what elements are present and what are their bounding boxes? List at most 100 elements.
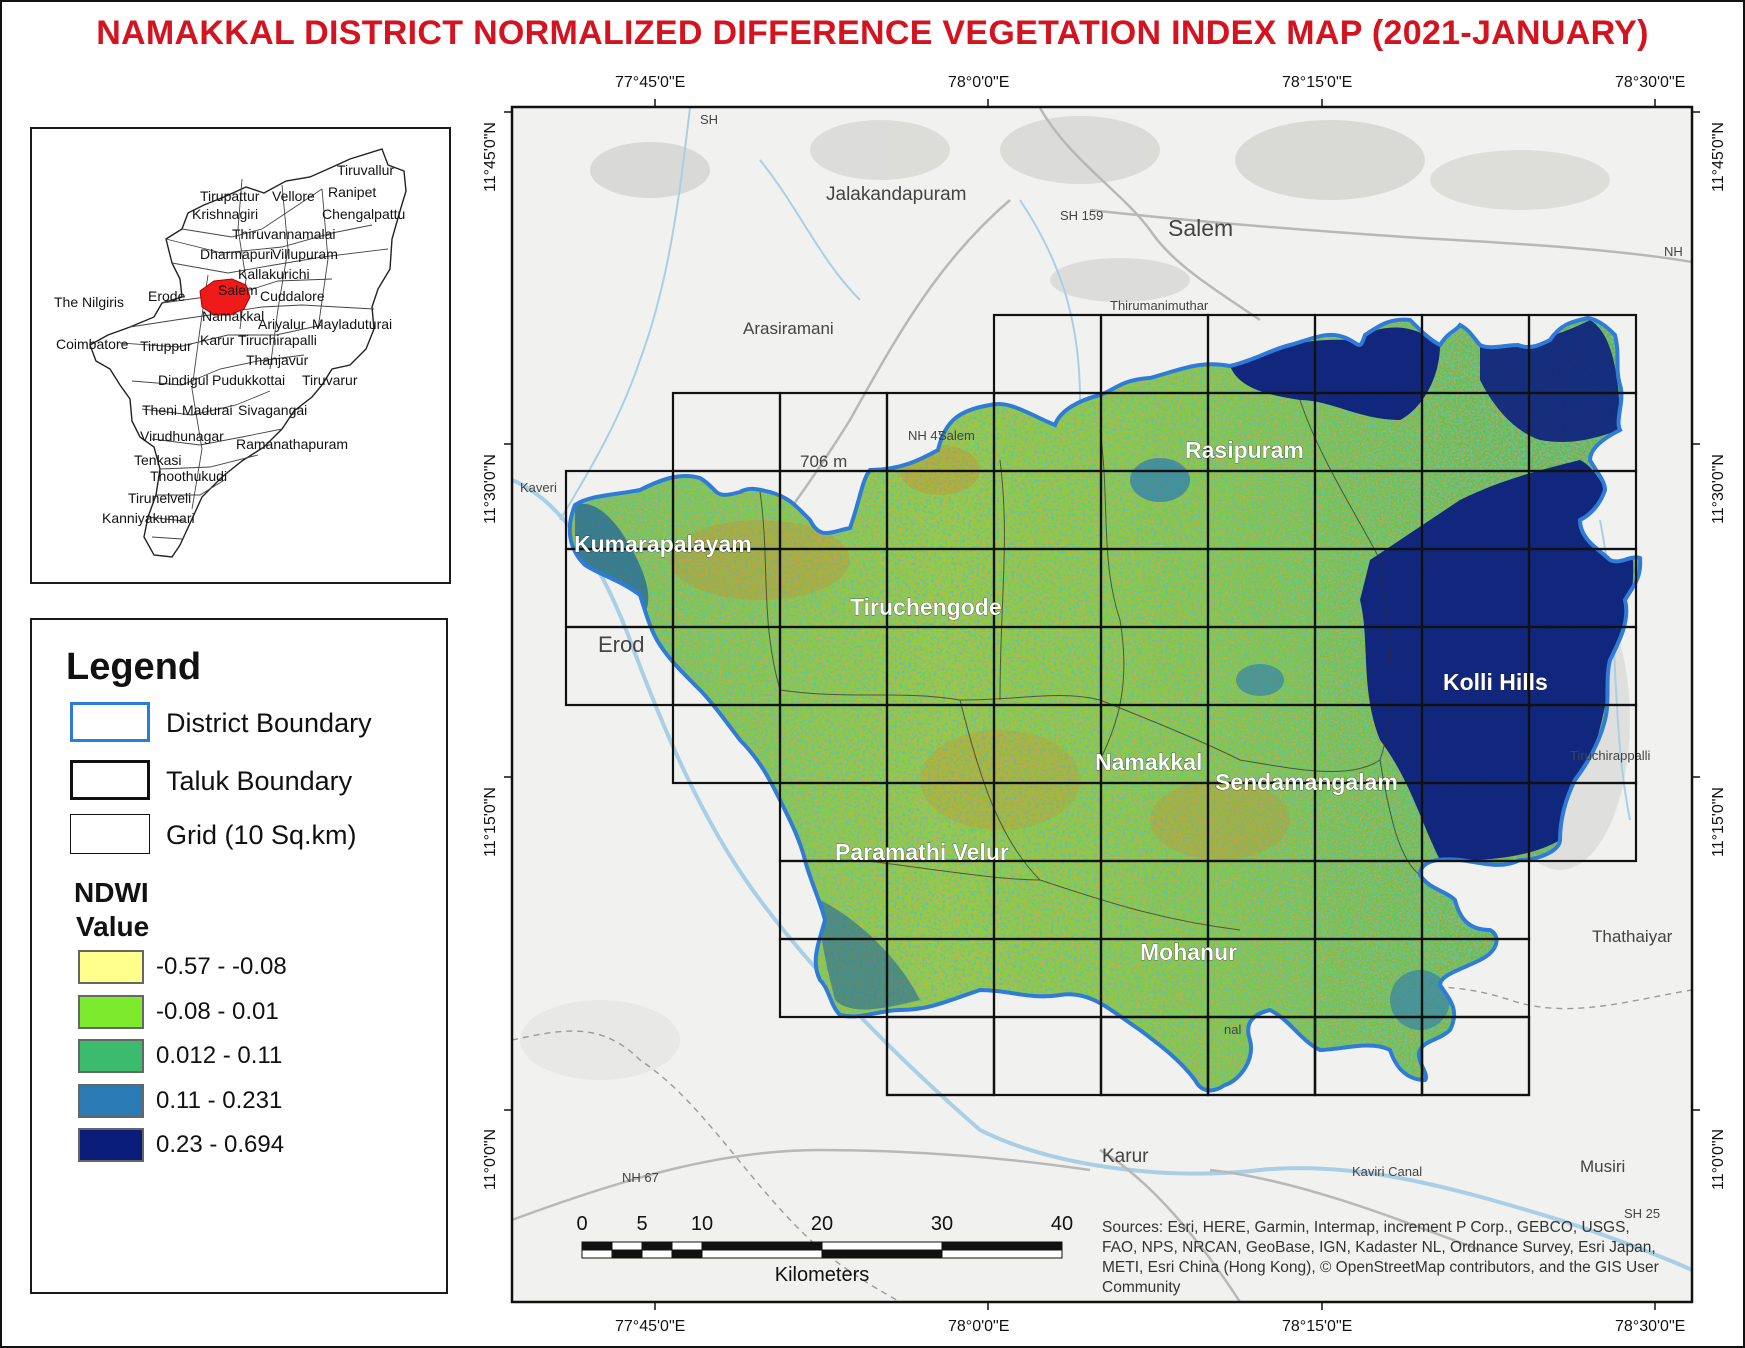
ndwi-swatch [78, 950, 144, 984]
basemap-label: Thirumanimuthar [1110, 298, 1209, 313]
inset-label: Tiruchirapalli [238, 332, 317, 348]
velur-blue-area [819, 900, 920, 1010]
bottom-longitude-label: 78°30'0"E [1615, 1318, 1686, 1335]
inset-label: Ramanathapuram [236, 436, 348, 452]
scale-segment [641, 1241, 673, 1251]
basemap-label: NH 47 [908, 428, 945, 443]
taluk-label: Kumarapalayam [574, 531, 752, 557]
district-boundary-symbol [70, 702, 150, 742]
ndwi-swatch [78, 994, 144, 1029]
basemap-label: SH [700, 112, 718, 127]
inset-label: Dindigul [158, 372, 209, 388]
ndwi-class-label: 0.012 - 0.11 [156, 1042, 283, 1069]
scale-tick-label: 10 [690, 1213, 714, 1235]
left-latitude-label: 11°45'0"N [482, 122, 499, 192]
ndwi-class-label: -0.08 - 0.01 [156, 997, 279, 1025]
scale-segment [701, 1241, 823, 1251]
inset-label: The Nilgiris [54, 294, 124, 310]
inset-label: Cuddalore [260, 288, 325, 304]
inset-label: Ariyalur [258, 316, 306, 332]
taluk-label: Paramathi Velur [835, 839, 1009, 865]
ndwi-swatch [78, 1039, 144, 1073]
blue-patch-2 [1236, 664, 1284, 696]
basemap-label: Kaveri [520, 480, 557, 495]
inset-map-frame: Tiruvallur Ranipet Tirupattur Vellore Chenga… [30, 127, 451, 584]
inset-label: Thiruvannamalai [232, 226, 336, 242]
bottom-longitude-label: 77°45'0"E [615, 1318, 686, 1335]
bottom-longitude-label: 78°0'0"E [948, 1318, 1010, 1335]
legend-panel: Legend District Boundary Taluk Boundary … [30, 618, 448, 1294]
scale-tick-label: 30 [930, 1213, 954, 1235]
ndwi-class-label: -0.57 - -0.08 [156, 953, 287, 980]
inset-label: Tenkasi [134, 452, 181, 468]
basemap-label: NH 67 [622, 1170, 659, 1185]
grid-cell [1527, 781, 1638, 863]
bottom-longitude-label: 78°15'0"E [1282, 1318, 1353, 1335]
basemap-label: SH 25 [1624, 1206, 1660, 1221]
inset-label: Ranipet [328, 184, 376, 200]
scale-tick-label: 5 [636, 1213, 648, 1235]
basemap-label: Thathaiyar [1592, 927, 1673, 946]
ndwi-swatch [78, 1083, 144, 1118]
inset-label: Theni [142, 402, 177, 418]
scale-segment [941, 1249, 1063, 1259]
inset-label: Virudhunagar [140, 428, 224, 444]
inset-label: Krishnagiri [192, 206, 258, 222]
inset-label: Thanjavur [246, 352, 309, 368]
scale-units-label: Kilometers [774, 1264, 870, 1286]
northeast-dark-area [1480, 320, 1620, 442]
grid-cell [1420, 1015, 1531, 1097]
taluk-label: Kolli Hills [1443, 669, 1548, 695]
scale-segment [611, 1241, 643, 1251]
inset-label: Tiruvarur [302, 372, 358, 388]
taluk-boundary-symbol [70, 760, 150, 800]
legend-title: Legend [66, 646, 202, 688]
inset-label: Kanniyakumari [102, 510, 195, 526]
top-longitude-label: 78°15'0"E [1282, 74, 1353, 91]
inset-label: Vellore [272, 188, 315, 204]
left-latitude-label: 11°0'0"N [482, 1128, 499, 1190]
scale-segment [611, 1249, 643, 1259]
grid-symbol [70, 814, 150, 854]
ndwi-swatch [78, 1128, 144, 1162]
grid-cell [885, 1015, 996, 1097]
top-longitude-label: 77°45'0"E [615, 74, 686, 91]
taluk-label: Sendamangalam [1215, 769, 1398, 795]
scale-segment [821, 1241, 943, 1251]
inset-label: Kallakurichi [238, 266, 310, 282]
scale-segment [581, 1241, 613, 1251]
top-longitude-label: 78°30'0"E [1615, 74, 1686, 91]
inset-label: Tiruppur [140, 338, 192, 354]
tamil-nadu-inset-map: Tiruvallur Ranipet Tirupattur Vellore Chenga… [54, 148, 407, 558]
basemap-label: 706 m [800, 452, 847, 471]
scale-segment [821, 1249, 943, 1259]
left-latitude-label: 11°30'0"N [482, 454, 499, 524]
basemap-label: NH [1664, 244, 1683, 259]
basemap-label: Erod [598, 632, 644, 657]
scale-tick-label: 0 [576, 1213, 588, 1235]
taluk-label: Rasipuram [1185, 437, 1304, 463]
ndwi-title: NDWI [74, 877, 149, 908]
scale-segment [671, 1241, 703, 1251]
inset-label: Erode [148, 288, 186, 304]
basemap-label: Jalakandapuram [826, 184, 966, 205]
blue-patch-1 [1130, 458, 1190, 502]
inset-label: Salem [218, 282, 258, 298]
ndwi-class-label: 0.23 - 0.694 [156, 1131, 285, 1158]
roads [512, 107, 1692, 1302]
basemap-label: Salem [1168, 215, 1233, 241]
legend-label-grid: Grid (10 Sq.km) [166, 820, 357, 850]
taluk-label: Mohanur [1140, 939, 1237, 965]
scale-segment [581, 1249, 613, 1259]
basemap-label: Kaviri Canal [1352, 1164, 1422, 1179]
blue-patch-3 [1390, 970, 1450, 1030]
legend-label-taluk-boundary: Taluk Boundary [166, 766, 353, 796]
legend-label-district-boundary: District Boundary [166, 708, 372, 738]
scale-tick-label: 40 [1050, 1213, 1074, 1235]
taluk-internal-lines [759, 399, 1421, 931]
rasipuram-dark-area [1230, 327, 1440, 420]
left-latitude-label: 11°15'0"N [482, 787, 499, 857]
inset-label: Madurai [182, 402, 233, 418]
basemap-label: Arasiramani [743, 319, 834, 338]
